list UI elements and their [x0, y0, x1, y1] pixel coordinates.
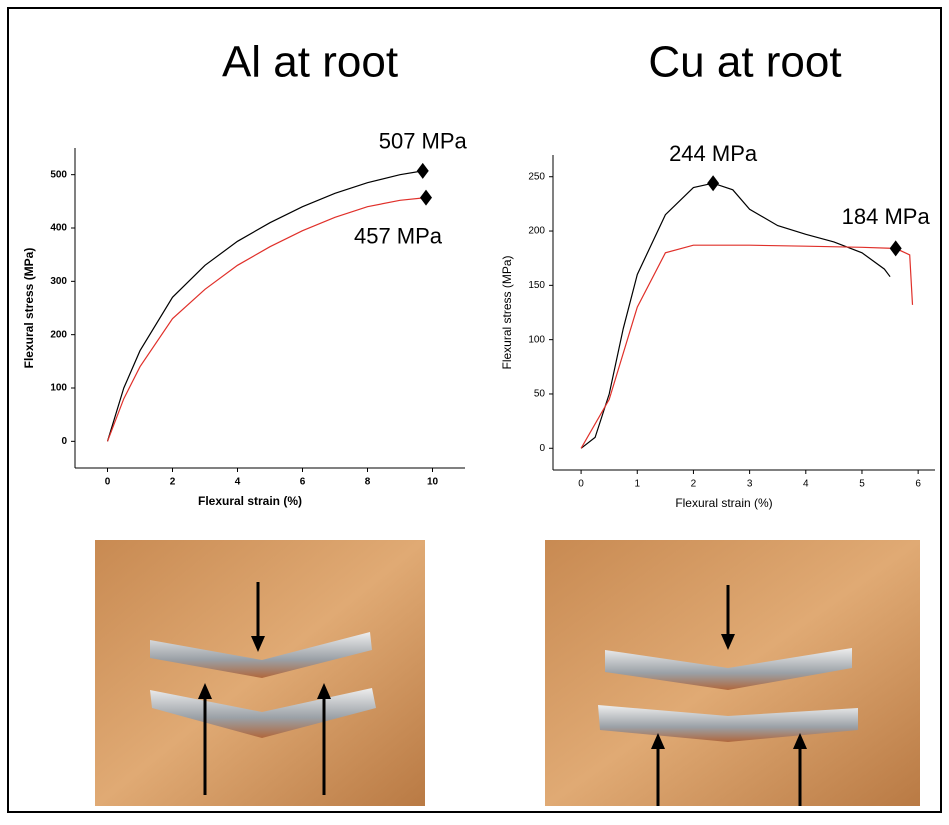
x-tick-label: 4 [235, 477, 241, 488]
chart: Al at root 0 100 200 300 400 500 0 2 4 6 8 10 Flexura… [22, 38, 467, 509]
x-tick-label: 1 [634, 479, 640, 490]
y-tick-label: 400 [50, 223, 67, 234]
x-axis-label: Flexural strain (%) [675, 496, 772, 510]
data-line [106, 197, 427, 442]
x-tick-label: 8 [365, 477, 371, 488]
y-tick-label: 0 [539, 443, 545, 454]
peak-label: 457 MPa [354, 223, 443, 248]
data-line [106, 170, 423, 442]
photo-al [95, 540, 425, 806]
x-tick-label: 6 [300, 477, 306, 488]
x-tick-label: 5 [859, 479, 865, 490]
x-tick-label: 2 [170, 477, 176, 488]
chart: Cu at root 0 50 100 150 200 250 0 1 2 3 4 5 6 Flexural… [500, 38, 935, 510]
y-tick-label: 200 [528, 226, 545, 237]
peak-marker [707, 175, 720, 192]
x-tick-label: 10 [427, 477, 439, 488]
peak-label: 184 MPa [842, 204, 931, 229]
y-axis-label: Flexural stress (MPa) [500, 255, 514, 369]
y-tick-label: 250 [528, 171, 545, 182]
chart-title: Cu at root [648, 38, 841, 87]
x-tick-label: 0 [105, 477, 111, 488]
peak-marker [889, 240, 902, 257]
peak-marker [420, 189, 432, 206]
y-tick-label: 500 [50, 169, 67, 180]
y-tick-label: 150 [528, 280, 545, 291]
y-tick-label: 200 [50, 329, 67, 340]
y-axis-label: Flexural stress (MPa) [22, 248, 36, 369]
x-tick-label: 3 [747, 479, 753, 490]
x-axis-label: Flexural strain (%) [198, 494, 302, 508]
peak-marker [416, 162, 429, 179]
y-tick-label: 100 [50, 383, 67, 394]
photo-cu [545, 540, 920, 806]
x-tick-label: 6 [915, 479, 921, 490]
data-line [580, 244, 914, 449]
y-tick-label: 50 [534, 389, 546, 400]
peak-label: 244 MPa [669, 141, 758, 166]
chart-title: Al at root [222, 38, 398, 87]
y-tick-label: 300 [50, 276, 67, 287]
x-tick-label: 2 [691, 479, 697, 490]
x-tick-label: 0 [578, 479, 584, 490]
y-tick-label: 0 [61, 436, 67, 447]
peak-label: 507 MPa [379, 129, 468, 154]
x-tick-label: 4 [803, 479, 809, 490]
slide-frame [7, 7, 942, 813]
y-tick-label: 100 [528, 334, 545, 345]
